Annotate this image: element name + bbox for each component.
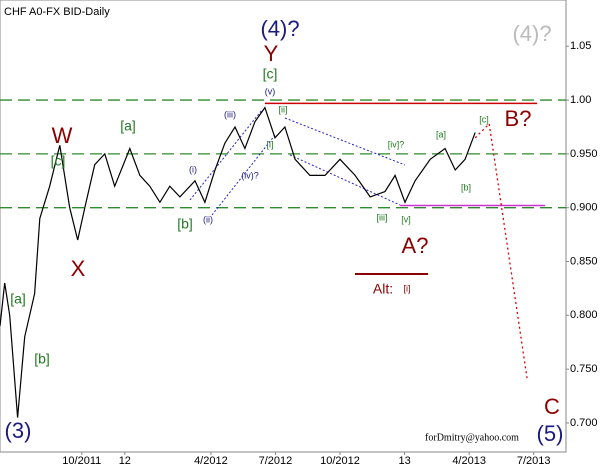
wave-label: [a]: [436, 129, 446, 139]
credit: forDmitry@yahoo.com: [425, 432, 519, 443]
wave-label: (3): [5, 418, 32, 443]
wave-label: B?: [505, 106, 532, 131]
wave-label: [b]: [461, 182, 471, 192]
forecast-line: [474, 122, 528, 380]
wave-label: [b]: [34, 351, 50, 367]
x-tick-label: 12: [119, 455, 131, 466]
y-tick-label: 0.700: [570, 417, 598, 429]
channel: [189, 109, 406, 216]
wave-label: (i): [189, 164, 197, 174]
chart-title: CHF A0-FX BID-Daily: [4, 6, 110, 18]
wave-label: [c]: [263, 66, 278, 82]
wave-label: [c]: [479, 114, 489, 124]
wave-label: (v): [265, 86, 276, 96]
wave-label: W: [52, 123, 73, 148]
wave-label: A?: [402, 233, 429, 258]
wave-label: (iii): [224, 109, 236, 119]
wave-label: [ii]: [279, 104, 288, 114]
wave-label: (ii): [203, 214, 213, 224]
wave-label: [iv]?: [388, 139, 405, 149]
wave-label: X: [71, 256, 86, 281]
x-tick-label: 7/2013: [517, 455, 551, 466]
y-tick-label: 0.750: [570, 363, 598, 375]
y-tick-label: 0.950: [570, 148, 598, 160]
x-tick-label: 4/2013: [452, 455, 486, 466]
y-tick-label: 0.850: [570, 255, 598, 267]
wave-label: [iii]: [377, 212, 388, 222]
wave-label: [a]: [10, 291, 26, 307]
y-tick-label: 0.900: [570, 202, 598, 214]
x-tick-label: 7/2012: [259, 455, 293, 466]
wave-label: [i]: [266, 139, 273, 149]
x-tick-label: 10/2011: [62, 455, 101, 466]
wave-label: [i]: [403, 283, 410, 293]
x-tick-label: 4/2012: [194, 455, 228, 466]
alt-label: Alt:: [373, 281, 393, 297]
y-tick-label: 1.05: [570, 40, 591, 52]
wave-label: [v]: [401, 214, 411, 224]
x-tick-label: 13: [398, 455, 410, 466]
wave-label: [b]: [177, 216, 193, 232]
wave-label: (iv)?: [241, 170, 259, 180]
wave-label: [c]: [51, 153, 66, 169]
wave-label: Y: [264, 41, 279, 66]
y-tick-label: 0.800: [570, 309, 598, 321]
plot-frame: [0, 0, 567, 453]
wave-label: C: [544, 394, 560, 419]
x-tick-label: 10/2012: [320, 455, 360, 466]
annotations: (4)? Y [c] (v) [ii] (iii) [i] (i) (iv)? …: [5, 16, 564, 446]
wave-label: (4)?: [512, 21, 551, 46]
price-line: [0, 106, 476, 418]
wave-label: (5): [537, 421, 564, 446]
wave-label: (4)?: [260, 16, 299, 41]
y-tick-label: 1.00: [570, 94, 591, 106]
wave-label: [a]: [120, 118, 136, 134]
